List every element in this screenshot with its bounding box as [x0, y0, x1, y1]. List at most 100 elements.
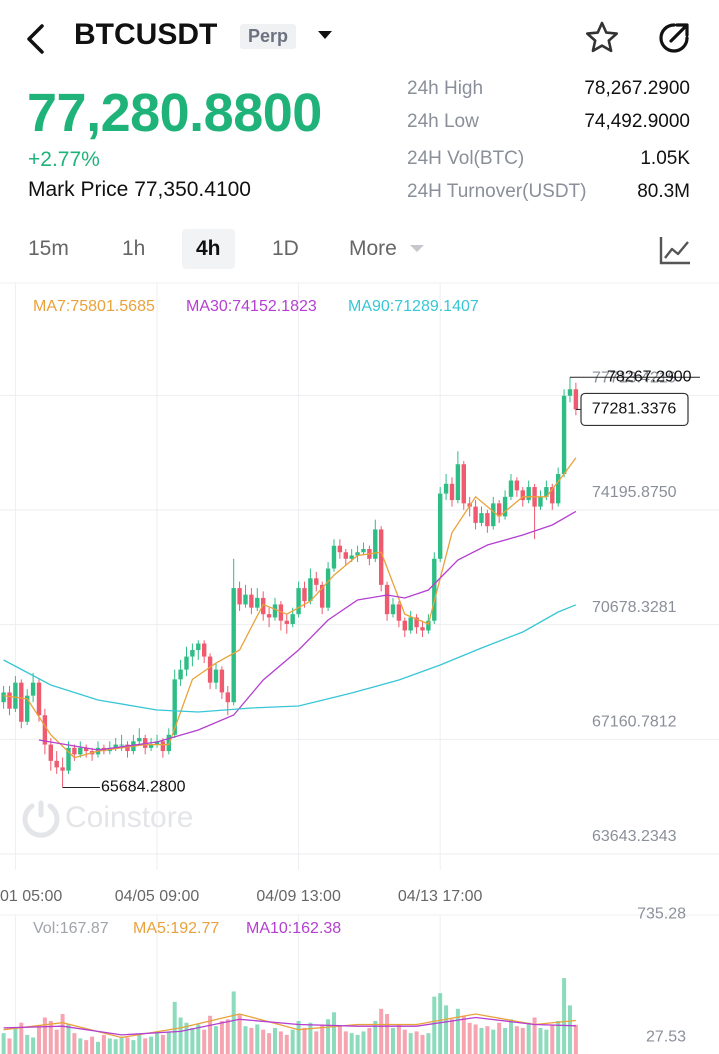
volume-bar [396, 1024, 401, 1054]
volume-bar [296, 1020, 301, 1054]
volume-bar [66, 1024, 71, 1054]
volume-bar [90, 1036, 95, 1054]
volume-bar [213, 1026, 218, 1054]
volume-ma-line [3, 1013, 576, 1039]
candle-body [284, 620, 289, 624]
candle-body [78, 747, 83, 755]
legend-item: MA30:74152.1823 [186, 298, 317, 315]
volume-bar [373, 1020, 378, 1054]
candle-body [42, 715, 48, 745]
candle-body [337, 545, 343, 553]
contract-badge: Perp [240, 24, 297, 49]
mark-price-label: Mark Price [28, 178, 129, 201]
volume-bar [160, 1034, 165, 1054]
share-button[interactable] [656, 20, 692, 56]
interval-tab[interactable]: 4h [182, 229, 235, 269]
x-tick-label: 04/13 17:00 [398, 888, 483, 905]
watermark: Coinstore [65, 801, 194, 834]
volume-bar [101, 1034, 106, 1054]
volume-bar [473, 1024, 478, 1054]
volume-bar [60, 1014, 65, 1054]
candle-body [508, 480, 514, 497]
stat-label: 24H Turnover(USDT) [407, 181, 587, 202]
volume-bar [231, 991, 236, 1054]
candle-body [567, 389, 573, 396]
volume-bar [225, 1019, 230, 1054]
volume-legend-item: MA5:192.77 [133, 920, 219, 937]
volume-legend-item: MA10:162.38 [246, 920, 341, 937]
candle-body [1, 692, 6, 703]
candle-body [325, 568, 331, 608]
symbol-dropdown[interactable] [316, 28, 336, 42]
candle-body [491, 503, 496, 527]
candle-body [142, 738, 148, 748]
candle-body [544, 487, 549, 497]
mark-price: Mark Price 77,350.4100 [28, 178, 251, 202]
candle-body [36, 682, 42, 716]
volume-bar [84, 1040, 89, 1054]
volume-bar [573, 1024, 578, 1054]
candle-body [231, 588, 236, 703]
volume-bar [125, 1037, 130, 1054]
last-price-box [580, 392, 689, 427]
price-change: +2.77% [28, 148, 100, 171]
high-marker-label: 78267.2900 [607, 369, 692, 386]
candle-body [296, 588, 301, 615]
volume-bar [290, 1029, 295, 1054]
interval-tab[interactable]: 1D [272, 237, 299, 260]
volume-bar [444, 1005, 449, 1054]
stat-label: 24h High [407, 78, 484, 99]
volume-bar [267, 1033, 272, 1054]
back-button[interactable] [22, 22, 50, 56]
stat-value: 74,492.9000 [584, 111, 690, 132]
interval-tab[interactable]: More [349, 237, 397, 260]
volume-bar [302, 1027, 307, 1054]
volume-bar [355, 1034, 360, 1054]
volume-bar [219, 1020, 224, 1054]
candle-body [249, 594, 254, 608]
volume-bar [479, 1027, 484, 1054]
volume-bar [149, 1036, 154, 1054]
candle-body [60, 767, 65, 771]
candle-body [443, 483, 449, 494]
candle-body [461, 464, 466, 504]
candle-body [178, 669, 183, 680]
candle-body [573, 389, 579, 410]
volume-bar [42, 1017, 47, 1054]
candle-body [502, 496, 508, 517]
volume-bar [184, 1022, 189, 1054]
candle-body [137, 738, 142, 742]
chart-type-button[interactable] [658, 234, 692, 266]
interval-tab[interactable]: 15m [28, 237, 69, 260]
volume-bar [326, 1019, 331, 1054]
volume-bar [526, 1022, 531, 1054]
stat-value: 80.3M [637, 181, 690, 202]
favorite-button[interactable] [584, 20, 620, 56]
interval-tab[interactable]: 1h [122, 237, 146, 260]
candle-body [561, 395, 567, 475]
candle-body [408, 617, 413, 631]
candle-body [201, 643, 207, 657]
volume-bar [25, 1034, 30, 1054]
volume-bar [426, 1033, 431, 1054]
volume-bar [385, 1014, 390, 1054]
volume-bar [196, 1024, 201, 1054]
candle-body [213, 669, 219, 683]
more-dropdown[interactable] [401, 241, 429, 257]
candle-body [207, 656, 213, 683]
candle-body [266, 614, 272, 618]
symbol[interactable]: BTCUSDT [74, 18, 218, 51]
candle-body [384, 584, 390, 615]
volume-bar [485, 1026, 490, 1054]
candle-body [426, 620, 431, 631]
candle-body [449, 483, 455, 501]
candle-body [420, 627, 425, 631]
volume-bar [567, 1005, 572, 1054]
volume-bar [449, 1019, 454, 1054]
volume-bar [272, 1027, 277, 1054]
volume-bar [172, 1001, 177, 1054]
stat-label: 24H Vol(BTC) [407, 148, 525, 169]
volume-bar [78, 1038, 83, 1054]
candle-body [390, 604, 396, 615]
y-tick-label: 63643.2343 [592, 828, 677, 845]
